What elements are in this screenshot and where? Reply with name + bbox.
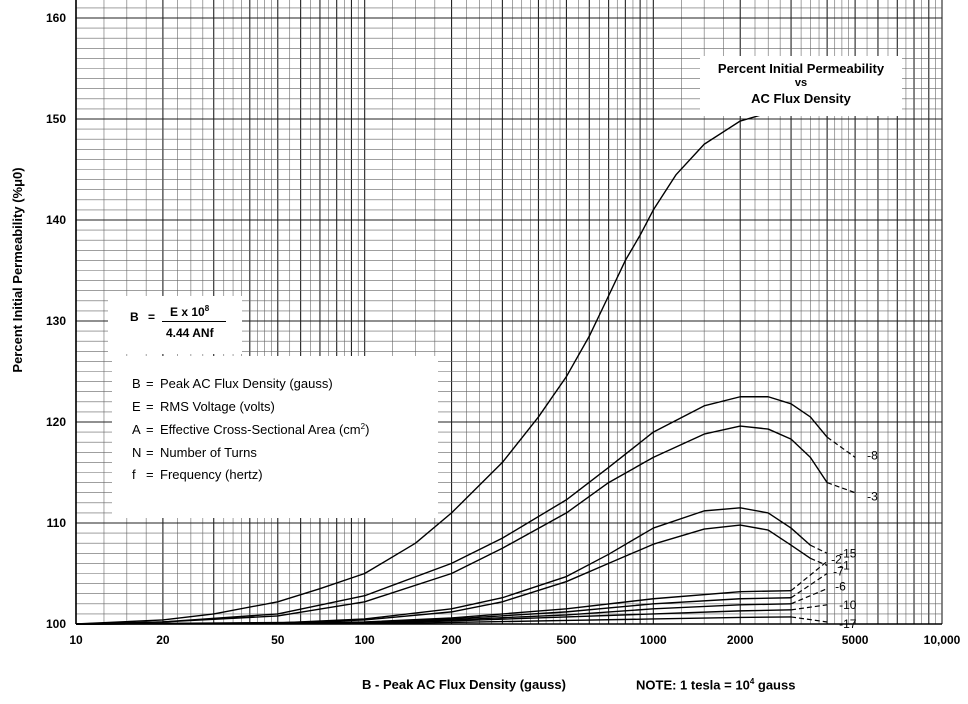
series-line [75, 616, 792, 625]
legend-row: A = Effective Cross-Sectional Area (cm2) [132, 422, 370, 438]
series-line-extension [790, 573, 828, 599]
series-line [75, 507, 811, 625]
y-tick-label: 160 [46, 11, 66, 25]
x-axis-label: B - Peak AC Flux Density (gauss) [362, 677, 566, 692]
series-line [75, 425, 828, 625]
formula-lhs: B [130, 310, 139, 324]
series-line-extension [810, 557, 828, 566]
y-tick-label: 150 [46, 112, 66, 126]
legend-row: N = Number of Turns [132, 445, 257, 460]
x-tick-label: 1000 [640, 633, 667, 647]
unit-note: NOTE: 1 tesla = 104 gauss [636, 677, 796, 693]
series-label: -3 [867, 490, 878, 504]
y-tick-label: 130 [46, 314, 66, 328]
series-line [75, 112, 769, 625]
series-line-extension [790, 588, 828, 605]
x-tick-label: 20 [156, 633, 170, 647]
series-label: -6 [835, 580, 846, 594]
formula-equals: = [148, 310, 156, 324]
x-tick-label: 50 [271, 633, 285, 647]
series-label: -1 [839, 558, 850, 572]
series-line-extension [790, 604, 828, 611]
legend-row: B = Peak AC Flux Density (gauss) [132, 376, 333, 391]
series-line-extension [810, 544, 828, 554]
y-tick-label: 110 [47, 516, 67, 530]
y-tick-label: 140 [46, 213, 66, 227]
series-label: -2 [831, 552, 842, 566]
x-tick-label: 10 [69, 633, 83, 647]
x-tick-label: 5000 [842, 633, 869, 647]
y-tick-label: 120 [46, 415, 66, 429]
series-line [75, 524, 811, 625]
series-line [75, 589, 792, 625]
formula-box: B = E x 108 4.44 ANf [108, 296, 242, 354]
chart-title: Percent Initial Permeability vs AC Flux … [700, 56, 902, 116]
series-label: -8 [867, 448, 878, 462]
variable-legend: B = Peak AC Flux Density (gauss) E = RMS Vol… [112, 356, 438, 518]
formula-numerator: E x 108 [170, 304, 210, 319]
legend-row: E = RMS Voltage (volts) [132, 399, 275, 414]
series-label: -15 [839, 546, 857, 560]
series-line [75, 396, 828, 625]
x-tick-label: 500 [556, 633, 576, 647]
legend-row: f = Frequency (hertz) [132, 467, 263, 482]
series-line-extension [826, 482, 856, 494]
formula-denominator: 4.44 ANf [166, 326, 214, 340]
x-tick-label: 2000 [727, 633, 754, 647]
y-tick-label: 100 [46, 617, 66, 631]
chart-title-line-2: vs [794, 77, 808, 89]
y-axis-label: Percent Initial Permeability (%μ0) [10, 167, 25, 372]
x-tick-label: 10,000 [924, 633, 961, 647]
series-line-extension [790, 616, 828, 623]
series-label: -7 [833, 565, 844, 579]
x-tick-label: 200 [442, 633, 462, 647]
series-label: -17 [839, 617, 857, 631]
series-line-extension [826, 436, 856, 458]
series-label: -10 [839, 598, 857, 612]
chart-ticks: 10 20 50 100 200 500 1000 2000 5000 10,000 100 110 1… [46, 11, 961, 647]
chart-title-line-1: Percent Initial Permeability [717, 61, 885, 76]
formula-fraction-bar [162, 321, 226, 322]
x-tick-label: 100 [355, 633, 375, 647]
chart-title-line-3: AC Flux Density [751, 91, 851, 106]
